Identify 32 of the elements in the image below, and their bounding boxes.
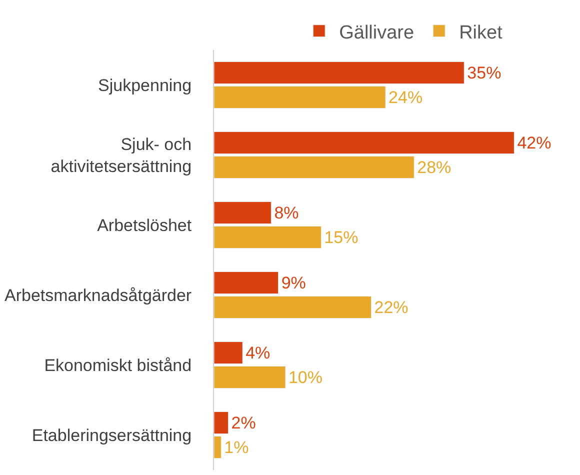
data-label: 24%: [388, 88, 423, 107]
bar: [214, 341, 243, 364]
y-tick-label: Arbetsmarknadsåtgärder: [4, 286, 192, 305]
data-label: 10%: [288, 368, 323, 387]
data-label: 22%: [374, 298, 408, 317]
bar: [214, 436, 222, 459]
y-tick-label: Sjukpenning: [98, 76, 192, 95]
bar: [214, 296, 372, 319]
bar: [214, 271, 279, 294]
legend-label: Gällivare: [339, 22, 414, 44]
data-label: 15%: [324, 228, 358, 247]
data-label: 1%: [224, 438, 249, 457]
data-label: 2%: [231, 413, 256, 432]
bar: [214, 366, 286, 389]
y-tick-label: Etableringsersättning: [32, 426, 192, 445]
data-label: 8%: [274, 203, 299, 222]
y-tick-label: Sjuk- och aktivitetsersättning: [50, 134, 192, 176]
bar: [214, 226, 322, 249]
y-tick-label: Arbetslöshet: [97, 216, 192, 235]
bar: [214, 86, 386, 109]
data-label: 9%: [281, 273, 306, 292]
bar: [214, 411, 229, 434]
y-tick-label: Ekonomiskt bistånd: [44, 356, 192, 375]
bar: [214, 131, 514, 154]
data-label: 28%: [417, 158, 452, 177]
bar: [214, 156, 414, 179]
bar: [214, 201, 272, 224]
data-label: 42%: [517, 133, 552, 152]
data-label: 35%: [467, 63, 502, 82]
bar: [214, 61, 464, 84]
legend-label: Riket: [459, 22, 504, 44]
data-label: 4%: [246, 343, 270, 362]
